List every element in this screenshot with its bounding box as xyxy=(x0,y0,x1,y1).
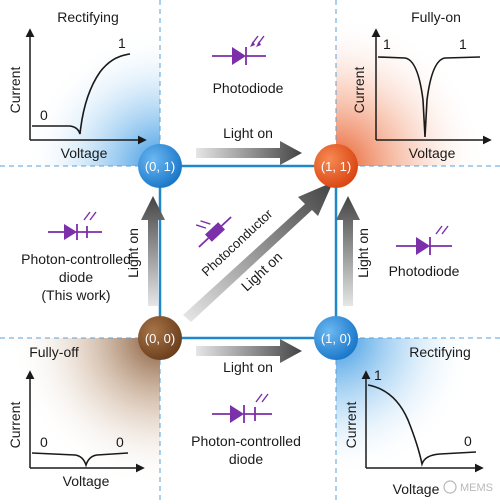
y-axis-label: Current xyxy=(7,67,23,114)
device-label-bottom-line1: Photon-controlled xyxy=(191,433,301,449)
level-left: 0 xyxy=(40,434,48,450)
iv-plot-top-left: Rectifying Current Voltage 0 1 xyxy=(7,9,147,161)
level-high: 1 xyxy=(374,367,382,383)
top-right-glow xyxy=(336,0,500,166)
state-node-0-1: (0, 1) xyxy=(138,144,182,188)
iv-plot-bottom-right: Rectifying Current Voltage 1 0 xyxy=(343,344,484,497)
y-axis-label: Current xyxy=(343,402,359,449)
level-left: 1 xyxy=(383,36,391,52)
state-label: (0, 0) xyxy=(145,331,175,346)
level-low: 0 xyxy=(464,433,472,449)
state-label: (1, 1) xyxy=(321,159,351,174)
plot-title: Fully-on xyxy=(411,9,461,25)
watermark: MEMS xyxy=(443,480,493,494)
plot-title: Rectifying xyxy=(409,344,470,360)
state-square xyxy=(158,164,338,340)
state-node-0-0: (0, 0) xyxy=(138,316,182,360)
arrow-right xyxy=(336,196,360,306)
level-right: 1 xyxy=(459,36,467,52)
bottom-right-glow xyxy=(336,338,500,504)
transition-label-left: Light on xyxy=(125,228,141,278)
device-label-left-line2: diode xyxy=(59,269,93,285)
transition-label-bottom: Light on xyxy=(223,359,273,375)
photodiode-symbol-right xyxy=(396,225,452,255)
top-left-glow xyxy=(0,0,160,166)
y-axis-label: Current xyxy=(7,402,23,449)
level-right: 0 xyxy=(116,434,124,450)
transition-label-top: Light on xyxy=(223,125,273,141)
arrow-top xyxy=(196,141,302,165)
bottom-left-glow xyxy=(0,338,160,504)
state-label: (0, 1) xyxy=(145,159,175,174)
arrow-left xyxy=(141,196,165,306)
device-label-right: Photodiode xyxy=(389,263,460,279)
level-low: 0 xyxy=(40,107,48,123)
transition-label-right: Light on xyxy=(355,228,371,278)
x-axis-label: Voltage xyxy=(61,145,108,161)
x-axis-label: Voltage xyxy=(393,481,440,497)
iv-curve xyxy=(32,53,131,135)
device-label-bottom-line2: diode xyxy=(229,451,263,467)
device-label-left-line3: (This work) xyxy=(41,287,110,303)
iv-curve xyxy=(367,384,477,468)
iv-plot-bottom-left: Fully-off Current Voltage 0 0 xyxy=(7,344,145,489)
photodiode-symbol-top xyxy=(212,35,266,65)
level-high: 1 xyxy=(118,35,126,51)
iv-plot-top-right: Fully-on Current Voltage 1 1 xyxy=(351,9,492,161)
y-axis-label: Current xyxy=(351,67,367,114)
iv-curve xyxy=(377,56,481,138)
x-axis-label: Voltage xyxy=(63,473,110,489)
state-node-1-0: (1, 0) xyxy=(314,316,358,360)
plot-title: Rectifying xyxy=(57,9,118,25)
device-label-top: Photodiode xyxy=(213,80,284,96)
state-node-1-1: (1, 1) xyxy=(314,144,358,188)
arrow-diagonal xyxy=(183,182,333,322)
watermark-text: MEMS xyxy=(460,482,493,494)
photon-controlled-diode-symbol-bottom xyxy=(212,393,272,423)
photon-controlled-diode-symbol-left xyxy=(48,211,102,240)
device-label-left-line1: Photon-controlled xyxy=(21,251,131,267)
x-axis-label: Voltage xyxy=(409,145,456,161)
arrow-bottom xyxy=(196,339,302,363)
iv-curve xyxy=(31,452,129,468)
state-label: (1, 0) xyxy=(321,331,351,346)
plot-title: Fully-off xyxy=(29,344,79,360)
photoconductor-symbol xyxy=(195,216,232,248)
